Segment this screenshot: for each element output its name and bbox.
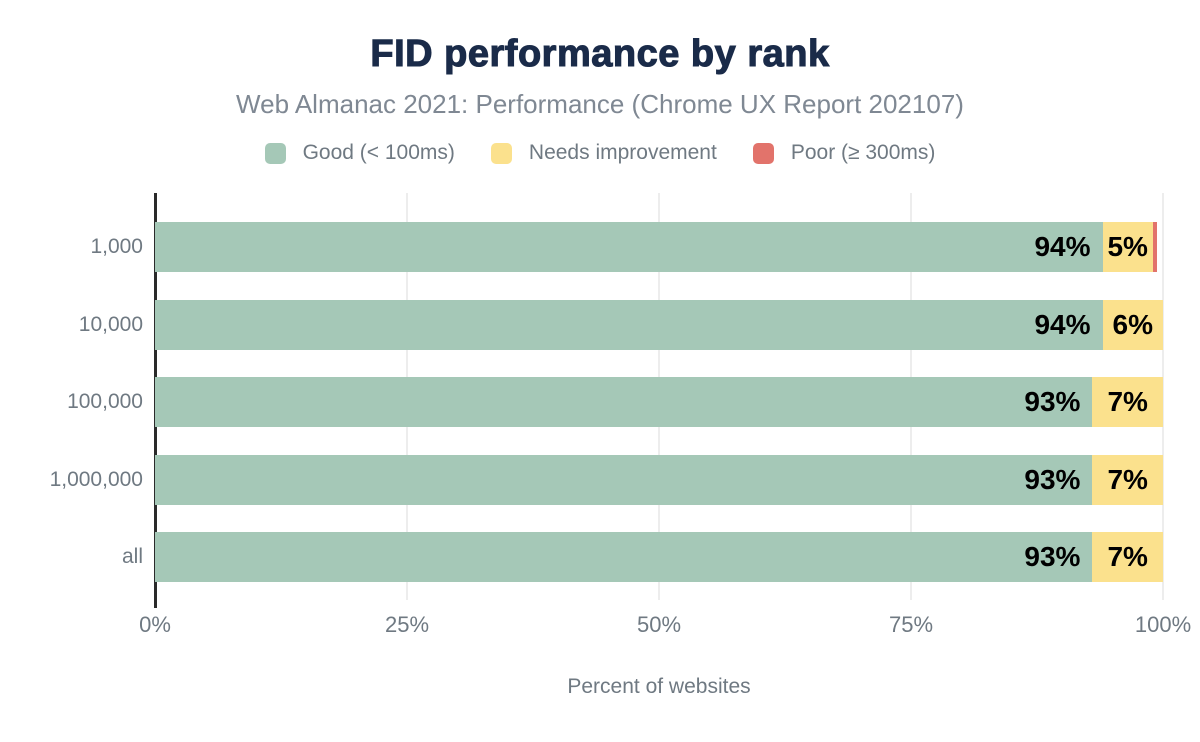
- bar-segment-poor: [1152, 222, 1157, 272]
- bar-row-2: 10,000 94% 6%: [79, 299, 1163, 350]
- bar-value-label: 94%: [1034, 308, 1091, 340]
- bar-segment-good: 94%: [155, 299, 1103, 350]
- bar-value-label: 7%: [1107, 541, 1148, 572]
- bar-segment-needs-improvement: 7%: [1092, 454, 1163, 505]
- bar-segment-needs-improvement: 7%: [1092, 532, 1163, 582]
- legend-item-label: Poor (≥ 300ms): [790, 141, 936, 164]
- bar-segment-good: 94%: [155, 222, 1103, 272]
- legend-item-label: Needs improvement: [528, 141, 717, 164]
- bar-value-label: 93%: [1024, 386, 1081, 417]
- bar-value-label: 6%: [1112, 308, 1153, 340]
- bar-row-5: all 93% 7%: [122, 532, 1163, 582]
- legend: Good (< 100ms) Needs improvement Poor (≥ 3…: [0, 141, 1200, 165]
- legend-item-label: Good (< 100ms): [302, 141, 455, 164]
- category-label: 1,000,000: [49, 467, 143, 491]
- gridline-100: [1162, 193, 1164, 600]
- bar-segment-needs-improvement: 7%: [1092, 377, 1163, 427]
- stacked-bar: 94% 6%: [155, 299, 1163, 350]
- stacked-bar: 93% 7%: [155, 532, 1163, 582]
- x-axis-title: Percent of websites: [567, 675, 751, 698]
- x-tick-label: 75%: [888, 612, 934, 637]
- plot-area: 1,000 94% 5% 10,000 94% 6% 100,000 93% 7% 1,000,0…: [50, 193, 1164, 608]
- x-tick-label: 0%: [139, 612, 171, 637]
- category-label: all: [121, 545, 143, 568]
- stacked-bar: 93% 7%: [155, 454, 1163, 505]
- bar-segment-needs-improvement: 6%: [1102, 299, 1163, 350]
- stacked-bar: 93% 7%: [155, 377, 1163, 427]
- bar-value-label: 93%: [1024, 541, 1081, 572]
- legend-item-poor: Poor (≥ 300ms): [752, 141, 936, 165]
- bar-value-label: 5%: [1107, 231, 1148, 262]
- bar-value-label: 7%: [1107, 463, 1148, 495]
- chart-title: FID performance by rank: [370, 32, 830, 75]
- bar-value-label: 93%: [1024, 463, 1081, 495]
- x-tick-label: 100%: [1134, 612, 1192, 637]
- x-tick-label: 25%: [384, 612, 430, 637]
- chart-subtitle: Web Almanac 2021: Performance (Chrome UX…: [236, 89, 964, 119]
- legend-item-needs-improvement: Needs improvement: [490, 141, 717, 165]
- category-label: 10,000: [78, 312, 143, 336]
- bar-value-label: 7%: [1107, 386, 1148, 417]
- bar-value-label: 94%: [1034, 231, 1091, 262]
- x-tick-label: 50%: [636, 612, 682, 637]
- bar-row-3: 100,000 93% 7%: [67, 377, 1163, 427]
- category-label: 100,000: [67, 390, 143, 413]
- bar-segment-good: 93%: [155, 454, 1093, 505]
- bar-rows: 1,000 94% 5% 10,000 94% 6% 100,000 93% 7% 1,000,0…: [50, 193, 1163, 582]
- bar-segment-good: 93%: [155, 532, 1093, 582]
- category-label: 1,000: [90, 235, 143, 258]
- legend-swatch-icon: [264, 142, 286, 164]
- legend-swatch-icon: [752, 142, 774, 164]
- legend-item-good: Good (< 100ms): [264, 141, 455, 165]
- stacked-bar: 94% 5%: [155, 222, 1163, 272]
- x-axis-ticks: 0% 25% 50% 75% 100%: [139, 612, 1191, 642]
- bar-segment-good: 93%: [155, 377, 1093, 427]
- bar-segment-needs-improvement: 5%: [1102, 222, 1153, 272]
- legend-swatch-icon: [490, 142, 512, 164]
- bar-row-4: 1,000,000 93% 7%: [50, 454, 1163, 505]
- bar-row-1: 1,000 94% 5%: [90, 222, 1163, 272]
